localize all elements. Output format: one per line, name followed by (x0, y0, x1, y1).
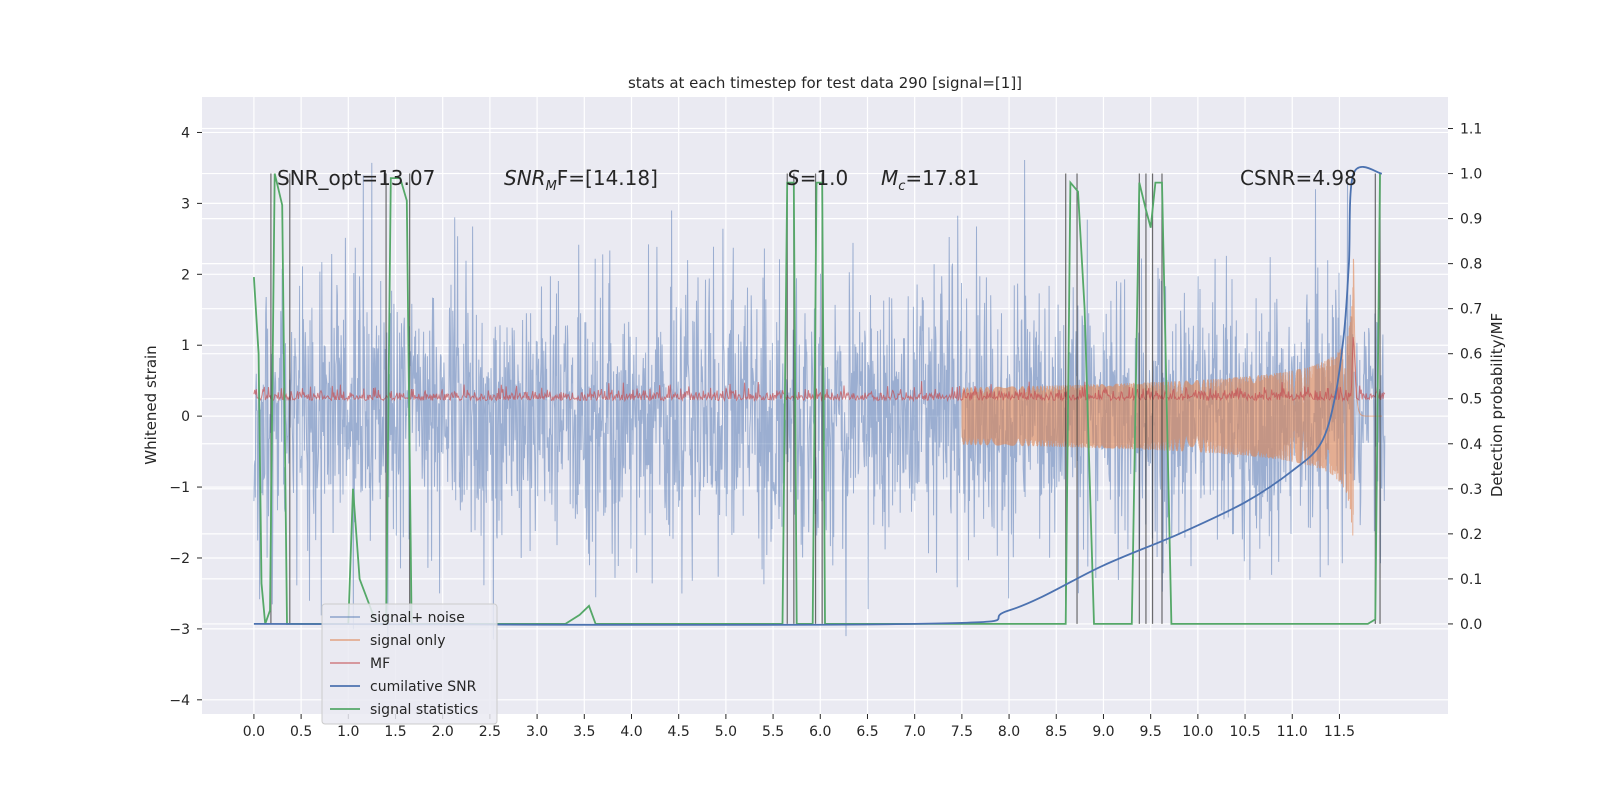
x-tick-label: 9.5 (1140, 724, 1162, 740)
mf-line (253, 337, 1386, 403)
y-tick-label-right: 0.0 (1460, 617, 1482, 633)
y-tick-label-right: 0.2 (1460, 527, 1482, 543)
x-tick-label: 11.5 (1324, 724, 1355, 740)
legend-label-signal-statistics: signal statistics (370, 702, 478, 718)
legend: signal+ noise signal only MF cumilative … (321, 603, 498, 725)
y-tick-label-right: 0.1 (1460, 572, 1482, 588)
cumulative-snr-series (253, 166, 1383, 626)
legend-box (321, 603, 498, 725)
x-tick-label: 5.0 (715, 724, 737, 740)
y-tick-label-left: 3 (181, 196, 190, 212)
y-tick-label-left: 4 (181, 125, 190, 141)
x-tick-label: 7.5 (951, 724, 973, 740)
y-tick-label-left: 0 (181, 409, 190, 425)
annotation-snr-mf: SNRMF=[14.18] (504, 166, 658, 194)
y-tick-label-right: 1.1 (1460, 122, 1482, 138)
y-tick-label-left: −1 (169, 480, 190, 496)
x-tick-label: 3.5 (573, 724, 595, 740)
mf-series (253, 337, 1386, 403)
y-tick-label-right: 0.3 (1460, 482, 1482, 498)
x-tick-label: 0.0 (243, 724, 265, 740)
y-axis-label-left: Whitened strain (142, 345, 160, 464)
x-tick-label: 4.0 (620, 724, 642, 740)
x-tick-label: 9.0 (1092, 724, 1114, 740)
annotation-s: S=1.0 (787, 166, 848, 190)
legend-label-signal-only: signal only (370, 633, 445, 649)
x-tick-label: 5.5 (762, 724, 784, 740)
y-tick-label-right: 0.6 (1460, 347, 1482, 363)
x-tick-label: 3.0 (526, 724, 548, 740)
y-tick-label-right: 0.5 (1460, 392, 1482, 408)
x-tick-label: 6.5 (856, 724, 878, 740)
cumulative-snr-line (253, 166, 1383, 626)
annotation-snr-opt: SNR_opt=13.07 (277, 166, 435, 190)
y-axis-label-right: Detection probability/MF (1488, 313, 1506, 497)
y-tick-label-right: 0.7 (1460, 302, 1482, 318)
x-tick-label: 2.5 (479, 724, 501, 740)
x-tick-label: 8.0 (998, 724, 1020, 740)
legend-label-signal-noise: signal+ noise (370, 610, 465, 626)
y-tick-label-right: 1.0 (1460, 167, 1482, 183)
signal-only-line (961, 258, 1382, 536)
annotation-csnr: CSNR=4.98 (1240, 166, 1357, 190)
tick-labels: 0.0 0.5 1.0 1.5 2.0 2.5 3.0 3.5 4.0 4.5 5.0 5.5 6.0 6… (169, 122, 1482, 740)
x-tick-label: 1.0 (337, 724, 359, 740)
signal-only-series (961, 258, 1382, 536)
x-tick-label: 4.5 (668, 724, 690, 740)
legend-label-mf: MF (370, 656, 390, 672)
y-tick-label-left: 1 (181, 338, 190, 354)
x-tick-label: 10.0 (1182, 724, 1213, 740)
y-tick-label-right: 0.4 (1460, 437, 1482, 453)
chart-title: stats at each timestep for test data 290… (628, 74, 1022, 92)
x-tick-label: 2.0 (432, 724, 454, 740)
x-tick-label: 7.0 (904, 724, 926, 740)
x-tick-label: 11.0 (1277, 724, 1308, 740)
y-tick-label-right: 0.8 (1460, 257, 1482, 273)
x-tick-label: 10.5 (1229, 724, 1260, 740)
x-tick-label: 6.0 (809, 724, 831, 740)
annotation-mc: Mc=17.81 (881, 166, 979, 194)
x-tick-label: 1.5 (384, 724, 406, 740)
x-tick-label: 8.5 (1045, 724, 1067, 740)
y-tick-label-left: −3 (169, 622, 190, 638)
y-tick-label-left: −2 (169, 551, 190, 567)
vertical-markers (270, 173, 1381, 624)
y-tick-label-left: 2 (181, 267, 190, 283)
y-tick-label-right: 0.9 (1460, 212, 1482, 228)
legend-label-cumulative-snr: cumilative SNR (370, 679, 477, 695)
y-tick-label-left: −4 (169, 693, 190, 709)
x-tick-label: 0.5 (290, 724, 312, 740)
